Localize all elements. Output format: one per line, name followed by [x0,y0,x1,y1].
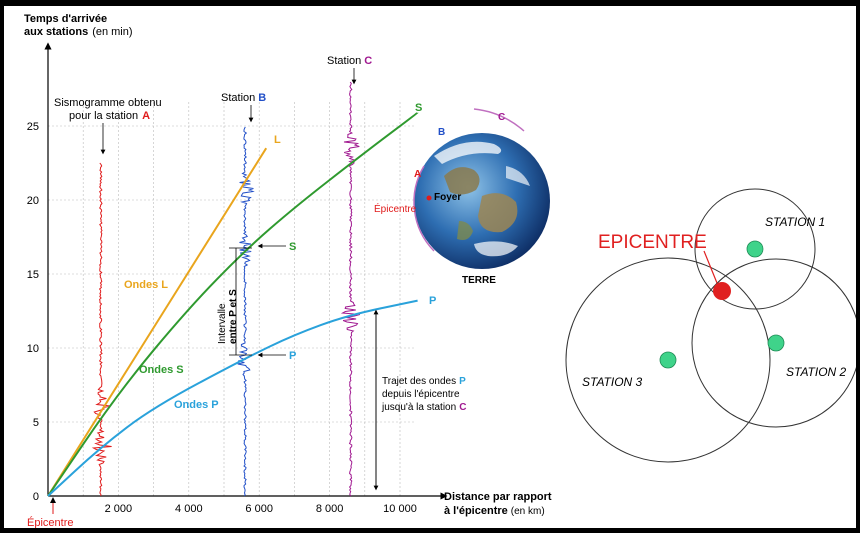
earth-globe: C B A Foyer Épicentre TERRE [374,108,550,286]
x-tick-label: 8 000 [316,503,344,515]
x-tick-label: 4 000 [175,503,203,515]
y-tick-label: 25 [27,121,39,133]
figure-canvas: 0 5 10 15 20 25 2 000 4 000 6 000 8 000 10 000 Tem… [24,13,856,528]
circle-station-2 [691,258,856,428]
station-b-letter: B [258,92,266,104]
seismogram-B [237,126,255,497]
trajet-letter-p: P [459,376,466,387]
trajet-letter-c: C [459,402,466,413]
wave-curves [47,111,419,497]
x-axis-title-line2: à l'épicentre (en km) [444,505,545,517]
curve-ondes-s [47,111,419,497]
y-tick-label: 5 [33,417,39,429]
globe-land-2 [478,193,518,233]
globe-foyer-label: Foyer [434,192,461,203]
seismograms [91,81,361,497]
globe-letter-b: B [438,127,445,138]
station-1-dot [746,240,764,258]
chart-grid [48,101,414,496]
x-tick-label: 6 000 [245,503,273,515]
y-axis-title-line2: aux stations (en min) [24,26,133,38]
chart-axes [44,42,448,500]
station-2-dot [767,334,785,352]
globe-land-1 [444,167,480,195]
seismogram-A [91,162,112,497]
axis-ticks: 0 5 10 15 20 25 2 000 4 000 6 000 8 000 10 000 [27,121,417,515]
globe-land-3 [457,221,473,240]
y-tick-label: 10 [27,343,39,355]
station-c-letter: C [364,55,372,67]
trajet-line1: Trajet des ondes P [382,376,466,387]
epicentre-title: EPICENTRE [598,232,707,253]
globe-arc-c [473,108,525,132]
globe-letter-c: C [498,112,505,123]
station-1-label: STATION 1 [765,215,825,229]
epicentre-pointer [703,250,718,284]
station-a-letter: A [142,110,150,122]
station-b-text: Station [221,92,255,104]
globe-cloud-1 [434,141,502,164]
seismogram-label-line1: Sismogramme obtenu [54,97,162,109]
x-tick-label: 10 000 [383,503,417,515]
globe-arc-a [413,165,435,252]
curve-s-end-label: S [415,102,422,114]
label-ondes-l: Ondes L [124,279,168,291]
label-ondes-s: Ondes S [139,364,184,376]
travel-time-chart: 0 5 10 15 20 25 2 000 4 000 6 000 8 000 10 000 Tem… [24,13,552,528]
circle-station-1 [694,188,816,310]
x-tick-label: 2 000 [105,503,133,515]
y-axis-title-line1: Temps d'arrivée [24,13,107,25]
curve-p-end-label: P [429,295,436,307]
x-axis-title-line1: Distance par rapport [444,491,552,503]
y-tick-label: 20 [27,195,39,207]
interval-label-line1: Intervalle [217,303,228,344]
curve-l-end-label: L [274,134,281,146]
marker-p-label: P [289,350,296,362]
figure-frame: 0 5 10 15 20 25 2 000 4 000 6 000 8 000 10 000 Tem… [4,6,856,528]
x-axis-title-bold: à l'épicentre [444,505,508,517]
curve-ondes-p [47,299,418,497]
station-2-label: STATION 2 [786,365,847,379]
globe-terre-label: TERRE [462,275,496,286]
x-axis-title-unit: (en km) [511,506,545,517]
y-tick-label: 0 [33,491,39,503]
trajet-text1: Trajet des ondes [382,376,456,387]
trajet-line3: jusqu'à la station C [381,402,466,413]
seismogram-C [340,81,361,497]
globe-cloud-2 [474,241,518,257]
interval-label-line2: entre P et S [228,289,239,344]
y-axis-title-bold: aux stations [24,26,88,38]
seismogram-label-line2: pour la station A [69,110,150,122]
globe-letter-a: A [414,169,421,180]
label-ondes-p: Ondes P [174,399,219,411]
globe-cloud-3 [506,166,530,186]
y-tick-label: 15 [27,269,39,281]
trajet-line2: depuis l'épicentre [382,389,460,400]
station-c-label: Station C [327,55,372,67]
foyer-dot [426,195,432,201]
y-axis-title-unit: (en min) [92,26,132,38]
station-3-dot [659,351,677,369]
trajet-text3: jusqu'à la station [381,402,456,413]
station-3-label: STATION 3 [582,375,643,389]
origin-label: Épicentre [27,516,73,528]
seismogram-label-text: pour la station [69,110,138,122]
globe-epicentre-label: Épicentre [374,202,417,215]
triangulation-diagram: EPICENTRE STATION 1 STATION 2 STATION 3 [565,188,856,463]
marker-s-label: S [289,241,296,253]
epicentre-dot [713,282,731,300]
station-b-label: Station B [221,92,266,104]
circle-station-3 [565,257,771,463]
station-c-text: Station [327,55,361,67]
